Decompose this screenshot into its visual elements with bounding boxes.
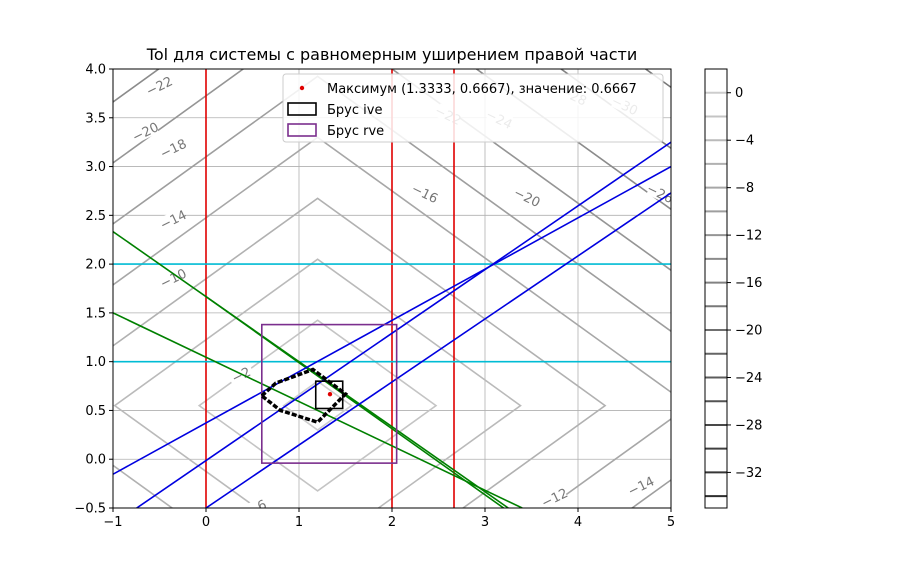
legend-frame <box>282 73 664 143</box>
x-tick-label: 4 <box>574 515 582 530</box>
contour-label-bg <box>646 181 671 205</box>
x-tick-label: 3 <box>481 515 489 530</box>
feasible-region-outline <box>259 367 349 425</box>
legend-label: Максимум (1.3333, 0.6667), значение: 0.6… <box>327 82 637 97</box>
colorbar-frame <box>704 68 728 509</box>
legend-marker <box>299 85 305 91</box>
y-tick-label: 3.0 <box>85 160 106 175</box>
colorbar-tick-label: −28 <box>735 418 762 433</box>
y-tick-label: 1.5 <box>85 306 106 321</box>
y-tick-label: −0.5 <box>74 502 106 517</box>
colorbar-tick-label: 0 <box>735 86 743 101</box>
colorbar-tick-label: −16 <box>735 276 762 291</box>
boxes <box>259 323 398 464</box>
x-tick-label: −1 <box>103 515 122 530</box>
blue-line <box>113 165 671 475</box>
contour-label-bg <box>540 485 569 508</box>
colorbar-tick-label: −32 <box>735 466 762 481</box>
blue-line <box>205 192 671 508</box>
contour-label-bg <box>145 74 173 98</box>
x-tick-label: 1 <box>295 515 303 530</box>
x-tick-label: 5 <box>667 515 675 530</box>
colorbar-tick-label: −8 <box>735 181 754 196</box>
contour-label-bg <box>513 185 542 209</box>
contour-label: −6 <box>245 498 269 520</box>
axes: −1 0 1 2 3 4 5 −0.5 0.0 0.5 1.0 1.5 2.0 2.5 3.0 3.5 4.0 <box>74 63 675 531</box>
contour-line <box>113 197 607 508</box>
y-tick-label: 3.5 <box>85 111 106 126</box>
colorbar-tick-label: −24 <box>735 371 762 386</box>
colorbar: 0 −4 −8 −12 −16 −20 −24 −28 −32 <box>704 68 762 509</box>
legend-label: Брус ive <box>327 103 382 118</box>
legend-swatch <box>287 123 317 137</box>
y-tick-label: 0.5 <box>85 404 106 419</box>
green-line <box>113 312 523 508</box>
x-tick-label: 0 <box>202 515 210 530</box>
legend-label: Брус rve <box>327 124 384 139</box>
contour-label-bg <box>159 207 187 231</box>
chart-title: Tol для системы с равномерным уширением … <box>146 45 637 64</box>
colorbar-tick-label: −4 <box>735 134 754 149</box>
y-tick-label: 0.0 <box>85 453 106 468</box>
y-tick-label: 2.0 <box>85 258 106 273</box>
contour-label-bg <box>131 119 159 144</box>
contour-line <box>113 69 671 272</box>
legend-swatch <box>287 102 317 116</box>
contour-line <box>282 380 353 431</box>
y-tick-label: 2.5 <box>85 209 106 224</box>
colorbar-tick-label: −12 <box>735 229 762 244</box>
y-tick-label: 4.0 <box>85 63 106 78</box>
contour-label-bg <box>411 181 439 205</box>
contour-label-bg <box>159 266 187 290</box>
maximum-marker <box>327 391 333 397</box>
contour-line <box>113 258 522 508</box>
contour-label-bg <box>159 136 187 160</box>
y-tick-label: 1.0 <box>85 355 106 370</box>
green-line <box>205 295 505 508</box>
contour-line <box>113 75 671 508</box>
contour-label-bg <box>626 474 655 498</box>
contour-label-bg <box>242 495 271 508</box>
blue-line <box>135 141 671 508</box>
box-ive <box>314 380 344 410</box>
colorbar-tick-label: −20 <box>735 324 762 339</box>
contour-line <box>113 136 671 508</box>
x-tick-label: 2 <box>388 515 396 530</box>
legend: Максимум (1.3333, 0.6667), значение: 0.6… <box>282 73 664 143</box>
